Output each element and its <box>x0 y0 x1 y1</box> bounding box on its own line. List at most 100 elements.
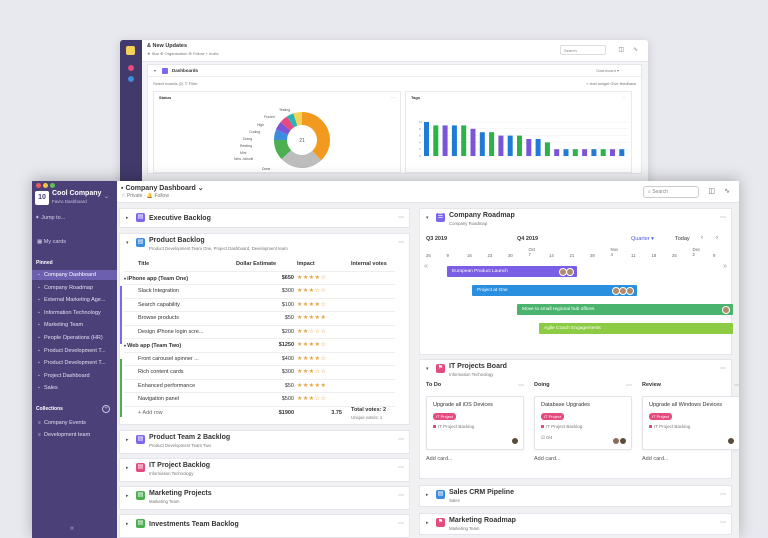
table-row[interactable]: Slack Integration$300★★★☆☆1 <box>124 285 395 299</box>
close-dot-icon[interactable] <box>36 183 41 188</box>
sidebar-item[interactable]: ▪ Marketing Team <box>32 320 117 330</box>
expand-icon[interactable]: ▸ <box>426 520 429 526</box>
rating-stars[interactable]: ★★★★☆ <box>297 301 327 308</box>
table-row[interactable]: Browse products $50 ★★★★★ <box>124 312 395 326</box>
add-collection-icon[interactable]: + <box>102 405 110 413</box>
sidebar-item[interactable]: ▪ Information Technology <box>32 308 117 318</box>
today-button[interactable]: Today <box>675 236 690 242</box>
table-row[interactable]: Rich content cards $300 ★★★☆☆ <box>124 366 395 380</box>
more-icon[interactable]: ⋯ <box>398 493 404 499</box>
rating-stars[interactable]: ★★★★★ <box>297 315 327 321</box>
more-icon[interactable]: ⋯ <box>398 437 404 443</box>
kanban-card[interactable]: Upgrade all Windows Devices IT Project IT … <box>642 396 739 450</box>
collapse-icon[interactable]: ▾ <box>426 215 429 221</box>
rating-stars[interactable]: ★★★★★ <box>297 382 327 389</box>
rating-stars[interactable]: ★★★☆☆ <box>297 288 327 294</box>
add-card-button[interactable]: Add card... <box>642 456 669 462</box>
bg-filter-left[interactable]: Select boards (2) ▽ Filter <box>153 81 198 86</box>
more-icon[interactable]: ⋯ <box>398 240 404 246</box>
expand-icon[interactable]: ▸ <box>126 437 129 443</box>
roadmap-bar[interactable]: Agile Coach Engagements <box>539 323 733 334</box>
add-card-button[interactable]: Add card... <box>426 456 453 462</box>
bg-filter-right[interactable]: + Add widget Give feedback <box>586 81 636 86</box>
zoom-select[interactable]: Quarter ▾ <box>631 236 654 242</box>
more-icon[interactable]: ⋯ <box>518 383 524 389</box>
more-icon[interactable]: ⋯ <box>398 465 404 471</box>
table-row[interactable]: Front carousel spinner ... $400 ★★★★☆ <box>124 353 395 366</box>
roadmap-bar[interactable]: Move to small regional hub offices <box>517 304 733 315</box>
collapse-sidebar-icon[interactable]: « <box>70 525 74 532</box>
sales-panel[interactable]: ▸ ▤ Sales CRM Pipeline Sales ⋯ <box>419 485 732 507</box>
bg-dashboard-select[interactable]: Dashboard ▾ <box>596 68 619 73</box>
scroll-right-icon[interactable]: » <box>723 263 727 270</box>
table-row[interactable]: Enhanced performance $50 ★★★★★ <box>124 380 395 393</box>
add-card-button[interactable]: Add card... <box>534 456 561 462</box>
more-icon[interactable]: ⋯ <box>720 366 726 372</box>
collapse-icon[interactable]: ▾ <box>154 68 157 73</box>
collapse-icon[interactable]: ▾ <box>124 275 128 281</box>
sidebar-item[interactable]: ▪ Project Dashboard <box>32 371 117 381</box>
sidebar-item[interactable]: ▪ Product Development T... <box>32 358 117 368</box>
expand-icon[interactable]: ▸ <box>126 521 129 527</box>
executive-backlog-panel[interactable]: ▸ ▤ Executive Backlog ⋯ <box>119 208 410 228</box>
marketing-roadmap-panel[interactable]: ▸ ⚑ Marketing Roadmap Marketing Team ⋯ <box>419 513 732 535</box>
more-icon[interactable]: ⋯ <box>720 520 726 526</box>
sidebar-item[interactable]: ▪ Company Dashboard <box>32 270 117 280</box>
sidebar-item[interactable]: ▪ Sales <box>32 383 117 393</box>
more-icon[interactable]: ⋯ <box>398 521 404 527</box>
rating-stars[interactable]: ★★★★☆ <box>297 342 327 348</box>
rating-stars[interactable]: ★★☆☆☆ <box>297 328 327 335</box>
rating-stars[interactable]: ★★★★☆ <box>297 274 327 281</box>
jump-to-button[interactable]: ✦ Jump to... <box>35 215 65 221</box>
page-meta[interactable]: ☆ Private · 🔔 Follow <box>121 193 169 199</box>
roadmap-bar[interactable]: European Product Launch <box>447 266 577 277</box>
more-icon[interactable]: ⋯ <box>626 383 632 389</box>
more-icon[interactable]: ⋯ <box>720 492 726 498</box>
table-row[interactable]: ▾ Web app (Team Two) $1250 ★★★★☆ <box>124 339 395 353</box>
col-title[interactable]: Title <box>138 261 150 267</box>
expand-icon[interactable]: ▸ <box>126 465 129 471</box>
table-row[interactable]: Design iPhone login scre... $200 ★★☆☆☆ <box>124 326 395 339</box>
sidebar-item[interactable]: ▪ People Operations (HR) <box>32 333 117 343</box>
more-icon[interactable]: ⋯ <box>391 95 395 100</box>
sidebar-item[interactable]: ▪ Company Roadmap <box>32 283 117 293</box>
collapse-icon[interactable]: ▾ <box>426 366 429 372</box>
page-title[interactable]: ▪ Company Dashboard ⌄ <box>121 184 204 192</box>
table-row[interactable]: ▾ iPhone app (Team One)$650★★★★☆2 <box>124 272 395 285</box>
bg-layout-icon[interactable]: ◫ <box>618 47 624 53</box>
maximize-dot-icon[interactable] <box>50 183 55 188</box>
activity-icon[interactable]: ∿ <box>724 188 730 195</box>
backlog-panel[interactable]: ▸ ▤ Marketing Projects Marketing Team ⋯ <box>119 486 410 510</box>
rating-stars[interactable]: ★★★☆☆ <box>297 369 327 375</box>
col-impact[interactable]: Impact <box>297 261 315 267</box>
expand-icon[interactable]: ▸ <box>126 493 129 499</box>
table-row[interactable]: Navigation panel $500 ★★★☆☆ <box>124 393 395 407</box>
collapse-icon[interactable]: ▾ <box>126 240 129 246</box>
layout-icon[interactable]: ◫ <box>708 188 715 195</box>
chevron-down-icon[interactable]: ⌄ <box>104 194 110 200</box>
search-input[interactable]: ⌕ Search <box>643 186 699 198</box>
rating-stars[interactable]: ★★★★☆ <box>297 355 327 362</box>
backlog-panel[interactable]: ▸ ▤ IT Project Backlog Information Technolo… <box>119 458 410 482</box>
roadmap-bar[interactable]: Project at One <box>472 285 637 296</box>
col-dollar[interactable]: Dollar Estimate <box>236 261 277 267</box>
sidebar-item[interactable]: ▪ External Marketing Age... <box>32 295 117 305</box>
more-icon[interactable]: ⋯ <box>720 215 726 221</box>
collection-item[interactable]: ≡ Development team <box>32 430 117 440</box>
expand-icon[interactable]: ▸ <box>126 215 129 221</box>
my-cards-link[interactable]: ▦ My cards <box>37 239 66 245</box>
backlog-panel[interactable]: ▸ ▤ Product Team 2 Backlog Product Developm… <box>119 430 410 454</box>
more-icon[interactable]: ⋯ <box>734 383 739 389</box>
more-icon[interactable]: ⋯ <box>622 95 626 100</box>
prev-icon[interactable]: ‹ <box>701 235 703 241</box>
expand-icon[interactable]: ▸ <box>426 492 429 498</box>
minimize-dot-icon[interactable] <box>43 183 48 188</box>
col-votes[interactable]: Internal votes <box>351 261 387 267</box>
table-row[interactable]: Search capability$100★★★★☆1 <box>124 299 395 312</box>
company-name[interactable]: Cool Company <box>52 190 102 197</box>
collection-item[interactable]: ≡ Company Events <box>32 418 117 428</box>
sidebar-item[interactable]: ▪ Product Development T... <box>32 346 117 356</box>
backlog-panel[interactable]: ▸ ▤ Investments Team Backlog ⋯ <box>119 514 410 538</box>
kanban-card[interactable]: Upgrade all iOS Devices IT Project IT Proj… <box>426 396 524 450</box>
collapse-icon[interactable]: ▾ <box>124 343 128 348</box>
